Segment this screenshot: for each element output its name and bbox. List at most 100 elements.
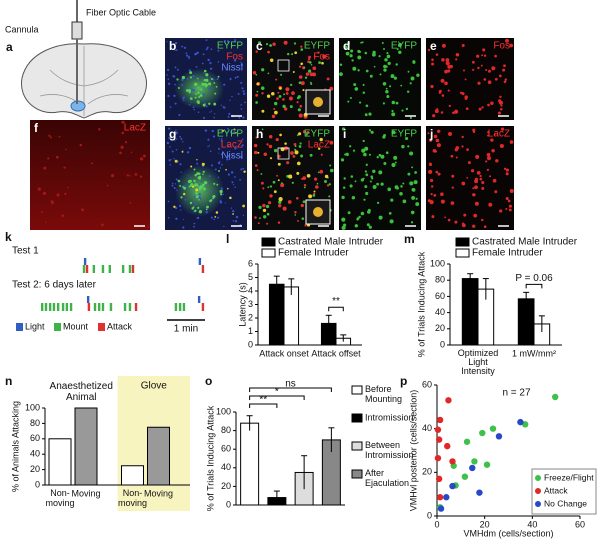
cell-dot [339,72,343,76]
cell-dot [242,204,245,208]
cell-dot [188,146,192,150]
cell-dot [220,153,223,155]
cell-dot [303,183,307,187]
cell-dot [223,83,226,86]
cell-dot [211,129,214,133]
cell-dot [277,162,281,166]
cell-dot [212,135,216,138]
cell-dot [387,187,392,192]
cell-dot [298,113,303,118]
cell-dot [347,211,351,215]
cell-dot [309,72,314,77]
cell-dot [383,134,386,137]
cell-dot [230,44,233,47]
cell-dot [460,91,463,95]
y-tick-label: 20 [435,323,445,333]
cell-dot [182,186,184,188]
cell-dot [474,177,479,182]
cell-dot [188,103,191,106]
cell-dot [210,216,213,219]
cell-dot [181,150,184,153]
cell-dot [286,161,290,165]
cell-dot [213,182,216,185]
cell-dot [401,144,405,149]
cell-dot [195,93,197,95]
cell-dot [129,201,132,204]
event-tick [123,303,127,311]
y-axis-label: % of Trials Inducing Attack [205,405,215,511]
cell-dot [194,96,197,99]
cell-dot [187,88,192,93]
cell-dot [201,186,204,189]
cell-dot [299,104,303,108]
legend-swatch [351,441,363,451]
cell-dot [483,225,487,229]
cell-dot [269,44,272,47]
cell-dot [455,156,458,159]
legend-marker [535,475,541,481]
cell-dot [494,190,498,194]
cell-dot [433,134,438,139]
cell-dot [328,183,331,186]
cell-dot [224,202,226,204]
cell-dot [488,69,491,73]
legend-label: After Ejaculation [365,468,409,488]
panel-letter: d [343,39,350,53]
cell-dot [180,138,183,140]
cell-dot [376,156,379,159]
cell-dot [220,187,223,190]
cell-dot [383,48,385,50]
panel-letter: j [429,127,433,141]
x-tick-label: 0 [434,519,439,529]
y-tick-label: 40 [422,423,432,433]
significance-bracket [525,283,543,289]
cell-dot [475,154,480,159]
cell-dot [179,135,181,138]
cell-dot [267,186,270,189]
cell-dot [170,158,172,161]
cell-dot [182,218,185,220]
cell-dot [242,116,245,119]
legend-label: Before Mounting [365,384,402,404]
cell-dot [491,148,495,153]
cell-dot [217,75,220,78]
cell-dot [257,222,260,225]
cell-dot [260,173,263,175]
cell-dot [198,96,201,98]
cell-dot [412,60,416,63]
cell-dot [241,144,244,147]
cell-dot [271,114,276,119]
event-tick [56,303,60,311]
scale-bar-label: 1 min [174,324,198,335]
stain-label: EYFP [304,129,330,140]
cell-dot [190,97,193,100]
cell-dot [385,89,389,94]
cell-dot [324,180,327,183]
cell-dot [491,66,496,71]
y-tick-label: 80 [435,275,445,285]
cell-dot [429,138,433,142]
cell-dot [431,58,434,62]
cell-dot [285,92,289,95]
cell-dot [81,208,85,212]
cell-dot [201,162,205,166]
event-tick [134,303,138,311]
cell-dot [365,163,368,166]
cell-dot [400,186,403,188]
y-tick-label: 80 [30,418,40,428]
cell-dot [283,93,286,96]
cell-dot [364,170,368,173]
cell-dot [237,92,240,95]
cell-dot [229,99,231,101]
cell-dot [189,179,192,183]
cell-dot [189,71,193,75]
cell-dot [286,52,290,56]
cell-dot [79,143,83,147]
cell-dot [271,91,275,96]
cell-dot [181,45,184,48]
cell-dot [228,158,231,161]
cell-dot [254,164,258,167]
cell-dot [294,150,299,155]
cell-dot [196,158,198,161]
